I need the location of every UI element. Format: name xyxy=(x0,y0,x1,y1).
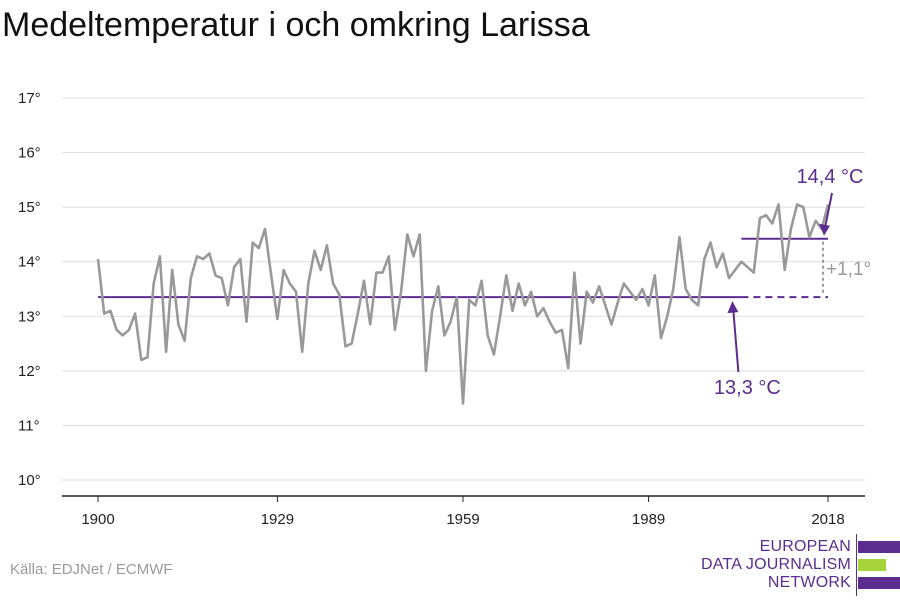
temperature-line xyxy=(96,203,830,405)
temperature-series xyxy=(96,203,830,405)
x-tick-label: 1959 xyxy=(446,511,479,528)
annotation-bottom-arrowhead xyxy=(727,301,739,314)
difference-label: +1,1° xyxy=(826,259,871,280)
x-tick-label: 1900 xyxy=(81,511,114,528)
y-axis-ticks: 10° 11° 12° 13° 14° 15° 16° 17° xyxy=(18,90,41,489)
y-tick-label: 16° xyxy=(18,145,41,162)
logo-bar-purple-top xyxy=(858,541,900,553)
annotation-bottom-label: 13,3 °C xyxy=(714,377,781,399)
annotations: +1,1° 14,4 °C 13,3 °C xyxy=(714,166,871,399)
y-tick-label: 17° xyxy=(18,90,41,107)
y-tick-label: 15° xyxy=(18,199,41,216)
edjnet-logo: EUROPEAN DATA JOURNALISM NETWORK xyxy=(700,534,900,596)
y-tick-label: 11° xyxy=(18,417,40,434)
logo-line-1: EUROPEAN xyxy=(759,538,851,555)
x-tick-label: 1989 xyxy=(632,511,665,528)
logo-wordmark: EUROPEAN DATA JOURNALISM NETWORK xyxy=(701,538,851,592)
y-tick-label: 14° xyxy=(18,254,41,271)
annotation-top-arrowhead xyxy=(819,223,830,236)
reference-lines xyxy=(98,237,828,299)
logo-line-2: DATA JOURNALISM xyxy=(701,556,851,573)
chart-title: Medeltemperatur i och omkring Larissa xyxy=(2,6,590,44)
annotation-bottom-arrow-shaft xyxy=(732,311,740,373)
annotation-top-arrow-shaft xyxy=(824,192,833,228)
y-tick-label: 12° xyxy=(18,363,41,380)
logo-line-3: NETWORK xyxy=(767,574,851,591)
x-tick-label: 1929 xyxy=(261,511,294,528)
source-credit: Källa: EDJNet / ECMWF xyxy=(10,561,173,578)
y-tick-label: 10° xyxy=(18,472,41,489)
logo-divider xyxy=(856,534,857,596)
x-tick-label: 2018 xyxy=(811,511,844,528)
logo-bar-green xyxy=(858,559,886,571)
y-tick-label: 13° xyxy=(18,308,41,325)
grid-lines xyxy=(62,97,865,481)
logo-bar-purple-bottom xyxy=(858,577,900,589)
x-axis: 1900 1929 1959 1989 2018 xyxy=(62,495,865,528)
annotation-top-label: 14,4 °C xyxy=(797,166,864,188)
